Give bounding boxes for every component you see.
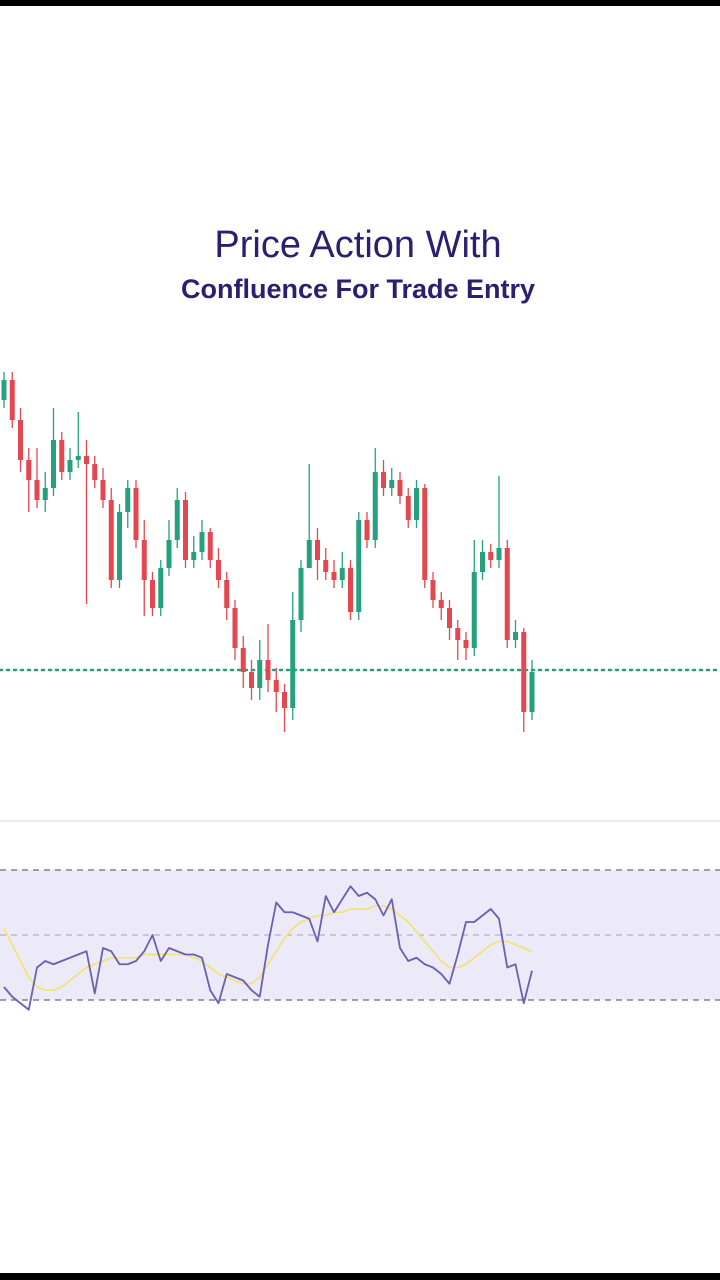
candle-body [381, 472, 386, 488]
candle-body [331, 572, 337, 580]
candle-body [108, 500, 114, 580]
candle-body [529, 672, 535, 712]
candle-body [1, 380, 7, 400]
candle-body [372, 472, 378, 540]
candle-body [414, 488, 419, 520]
candle-body [315, 540, 320, 560]
signal-line [3, 904, 533, 992]
candle-body [348, 568, 353, 612]
candle-body [42, 488, 48, 500]
candle-body [364, 520, 370, 540]
candle-body [59, 440, 65, 472]
candle-body [51, 440, 56, 488]
candle-body [199, 532, 205, 552]
candle-body [356, 520, 362, 612]
candle-body [447, 608, 452, 628]
candle-body [75, 456, 81, 460]
candle-body [298, 568, 304, 620]
candle-body [257, 660, 263, 688]
candle-body [265, 660, 271, 680]
candle-body [273, 680, 279, 692]
candle-body [141, 540, 147, 580]
candle-body [422, 488, 428, 580]
candle-body [290, 620, 296, 708]
candle-body [150, 580, 155, 608]
candle-body [191, 552, 197, 560]
candle-body [438, 600, 444, 608]
candle-body [174, 500, 180, 540]
candle-body [26, 460, 32, 480]
candle-body [232, 608, 238, 648]
candle-body [92, 464, 98, 480]
candle-body [207, 532, 213, 560]
candle-body [430, 580, 436, 600]
candle-body [513, 632, 518, 640]
candle-body [224, 580, 230, 608]
candle-body [339, 568, 345, 580]
candle-body [117, 512, 122, 580]
candle-body [405, 496, 411, 520]
candle-body [240, 648, 246, 672]
bottom-bar [0, 1273, 720, 1280]
candle-body [323, 560, 329, 572]
candle-body [389, 480, 395, 488]
candle-body [100, 480, 106, 500]
candle-body [166, 540, 172, 568]
candle-body [249, 672, 254, 688]
candle-body [9, 380, 15, 420]
candle-body [521, 632, 527, 712]
candle-body [34, 480, 40, 500]
candle-body [471, 572, 477, 648]
candle-body [463, 640, 469, 648]
level-band [0, 870, 720, 1000]
candle-body [67, 460, 73, 472]
title: Price Action With [214, 224, 501, 266]
candle-body [18, 420, 23, 460]
candle-body [84, 456, 89, 464]
candle-body [496, 548, 502, 560]
candle-body [216, 560, 221, 580]
subtitle: Confluence For Trade Entry [181, 274, 535, 304]
candle-body [455, 628, 461, 640]
top-bar [0, 0, 720, 6]
candle-body [282, 692, 287, 708]
rsi-line [3, 885, 533, 1011]
candle-body [125, 488, 131, 512]
candle-body [504, 548, 510, 640]
candle-body [488, 552, 494, 560]
candle-body [183, 500, 188, 560]
candle-body [480, 552, 485, 572]
candle-body [306, 540, 312, 568]
candle-body [133, 488, 139, 540]
candle-body [397, 480, 403, 496]
candle-body [158, 568, 164, 608]
